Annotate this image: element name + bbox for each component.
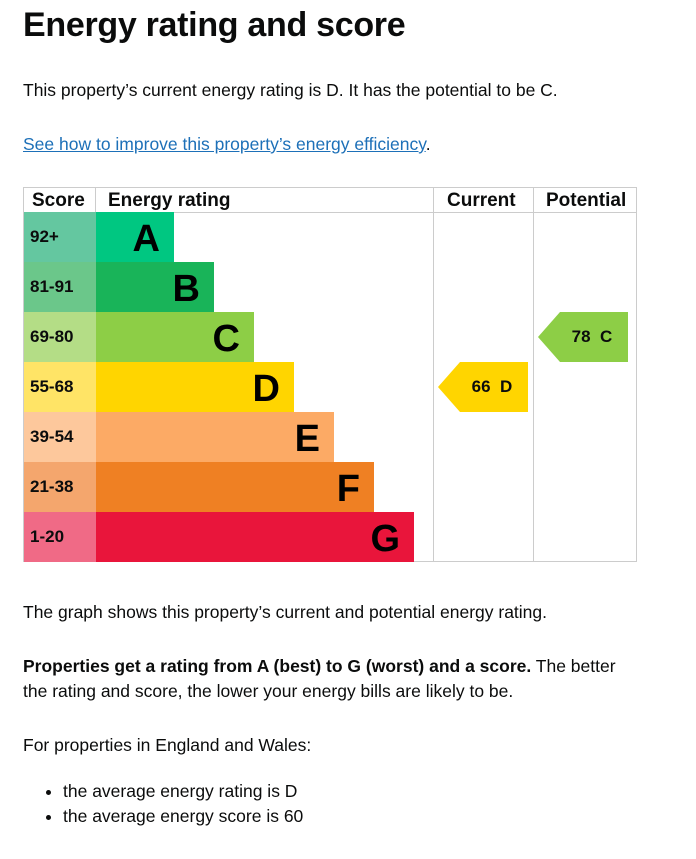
list-item: the average energy score is 60 bbox=[63, 804, 303, 829]
rating-bar-a: A bbox=[96, 212, 174, 262]
rating-letter: G bbox=[370, 518, 400, 560]
score-range-e: 39-54 bbox=[24, 412, 96, 462]
score-range-c: 69-80 bbox=[24, 312, 96, 362]
column-divider bbox=[433, 188, 434, 561]
score-range-d: 55-68 bbox=[24, 362, 96, 412]
rating-bar-b: B bbox=[96, 262, 214, 312]
column-divider bbox=[95, 188, 96, 213]
header-divider bbox=[24, 212, 636, 213]
header-energy-rating: Energy rating bbox=[108, 190, 231, 211]
rating-bar-d: D bbox=[96, 362, 294, 412]
score-range-f: 21-38 bbox=[24, 462, 96, 512]
rating-letter: E bbox=[294, 418, 320, 460]
rating-letter: D bbox=[252, 368, 280, 410]
header-potential: Potential bbox=[546, 190, 627, 211]
rating-letter: F bbox=[336, 468, 360, 510]
ratings-rest: The better the rating and score, the low… bbox=[23, 656, 616, 701]
score-range-a: 92+ bbox=[24, 212, 96, 262]
column-divider bbox=[533, 188, 534, 561]
score-range-g: 1-20 bbox=[24, 512, 96, 562]
rating-bar-c: C bbox=[96, 312, 254, 362]
rating-bar-e: E bbox=[96, 412, 334, 462]
header-current: Current bbox=[447, 190, 516, 211]
ratings-explanation: Properties get a rating from A (best) to… bbox=[23, 654, 643, 704]
averages-list: the average energy rating is D the avera… bbox=[23, 779, 303, 829]
current-rating-arrow: 66 D bbox=[438, 362, 528, 412]
rating-letter: A bbox=[132, 218, 160, 260]
energy-rating-chart: Score Energy rating Current Potential 66… bbox=[23, 187, 637, 562]
improve-paragraph: See how to improve this property’s energ… bbox=[23, 132, 663, 157]
england-wales-text: For properties in England and Wales: bbox=[23, 735, 312, 755]
graph-note: The graph shows this property’s current … bbox=[23, 602, 548, 622]
improve-link[interactable]: See how to improve this property’s energ… bbox=[23, 134, 426, 154]
potential-rating-arrow: 78 C bbox=[538, 312, 628, 362]
rating-bar-f: F bbox=[96, 462, 374, 512]
header-score: Score bbox=[32, 190, 85, 211]
list-item: the average energy rating is D bbox=[63, 779, 303, 804]
rating-letter: C bbox=[212, 318, 240, 360]
score-range-b: 81-91 bbox=[24, 262, 96, 312]
intro-text: This property’s current energy rating is… bbox=[23, 80, 558, 100]
link-suffix: . bbox=[425, 134, 431, 154]
rating-bar-g: G bbox=[96, 512, 414, 562]
page-title: Energy rating and score bbox=[23, 6, 406, 44]
rating-letter: B bbox=[172, 268, 200, 310]
ratings-bold: Properties get a rating from A (best) to… bbox=[23, 656, 532, 676]
